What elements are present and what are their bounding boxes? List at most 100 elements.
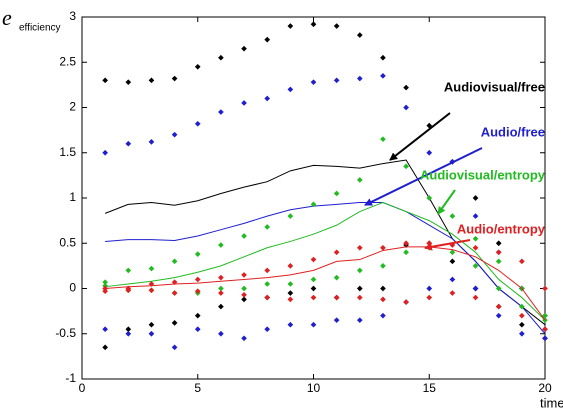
annotation-label: Audio/entropy (457, 221, 546, 236)
bound-point (194, 326, 201, 333)
bound-point (472, 294, 479, 301)
bound-point (241, 292, 247, 298)
bound-point (519, 330, 525, 337)
bound-point (333, 249, 340, 256)
bound-point (264, 36, 271, 43)
bound-point (333, 317, 340, 324)
bound-point (194, 288, 201, 295)
series-line (105, 202, 546, 335)
bound-point (356, 267, 363, 274)
bound-point (472, 235, 479, 242)
bound-point (102, 279, 108, 285)
bound-point (264, 294, 271, 301)
bound-point (380, 136, 386, 143)
bound-point (356, 294, 363, 301)
annotation-label: Audiovisual/free (444, 79, 545, 94)
x-tick-label: 20 (538, 381, 552, 395)
bound-point (519, 312, 525, 319)
annotation-label: Audiovisual/entropy (420, 167, 546, 182)
bound-point (194, 63, 201, 70)
bound-point (171, 279, 178, 285)
bound-point (125, 140, 132, 147)
bound-point (426, 294, 433, 301)
series-line (104, 159, 546, 326)
bound-point (356, 32, 363, 38)
bound-point (148, 265, 155, 272)
bound-point (472, 244, 479, 251)
bound-point (287, 86, 294, 93)
y-tick-label: 2.5 (59, 54, 76, 68)
bound-point (194, 120, 201, 127)
y-tick-label: 0 (69, 281, 76, 295)
bound-point (287, 263, 294, 269)
bound-point (264, 95, 271, 102)
bound-point (148, 287, 155, 294)
bound-point (310, 321, 317, 328)
bound-point (102, 77, 108, 84)
y-tick-label: 3 (69, 9, 76, 23)
bound-point (495, 240, 502, 247)
bound-point (287, 213, 294, 219)
bound-point (403, 104, 409, 111)
bound-point (194, 251, 201, 257)
bound-point (310, 256, 317, 263)
bound-point (380, 54, 386, 61)
y-label-subscript: efficiency (19, 23, 61, 34)
bound-point (380, 244, 386, 251)
bound-point (426, 149, 433, 156)
bound-point (287, 23, 294, 29)
bound-point (171, 344, 178, 351)
bound-point (218, 330, 224, 337)
bound-point (426, 195, 433, 201)
bound-point (171, 320, 178, 326)
bound-point (449, 276, 456, 283)
bound-point (495, 258, 502, 265)
bound-point (241, 296, 247, 303)
bound-point (264, 224, 271, 230)
bound-point (148, 281, 155, 287)
bound-point (472, 195, 479, 201)
bound-point (449, 258, 456, 265)
bound-point (380, 296, 386, 303)
bound-point (519, 258, 525, 265)
bound-point (287, 290, 294, 296)
annotation-label: Audio/free (481, 124, 545, 139)
bound-point (102, 149, 108, 156)
bound-point (194, 312, 201, 319)
bound-point (519, 303, 525, 310)
bound-point (403, 240, 409, 247)
bound-point (356, 177, 363, 183)
bound-point (241, 45, 247, 52)
bound-point (287, 281, 294, 287)
bound-point (356, 317, 363, 324)
annotation-arrow (389, 112, 451, 161)
bound-point (495, 249, 502, 256)
bound-point (264, 326, 271, 333)
bound-point (241, 335, 247, 342)
bound-point (356, 285, 363, 292)
bound-point (403, 249, 409, 256)
bound-point (495, 285, 502, 292)
bound-point (125, 267, 132, 274)
bound-point (102, 326, 108, 333)
bound-point (218, 274, 224, 281)
bound-point (519, 321, 525, 328)
bound-point (333, 190, 340, 197)
bound-point (542, 285, 548, 292)
bound-point (356, 244, 363, 251)
bound-point (472, 263, 479, 269)
y-tick-label: 0.5 (59, 235, 76, 249)
y-label-symbol: e (2, 5, 12, 30)
bound-point (403, 299, 409, 305)
bound-point (310, 201, 317, 208)
series-line (105, 201, 546, 321)
bound-point (542, 326, 548, 333)
bound-point (449, 290, 456, 296)
bound-point (241, 272, 247, 278)
annotation-arrow (364, 147, 483, 206)
bound-point (542, 312, 548, 319)
x-label: time (540, 395, 563, 410)
bound-point (171, 131, 178, 138)
bound-point (542, 335, 548, 342)
bound-point (287, 321, 294, 328)
